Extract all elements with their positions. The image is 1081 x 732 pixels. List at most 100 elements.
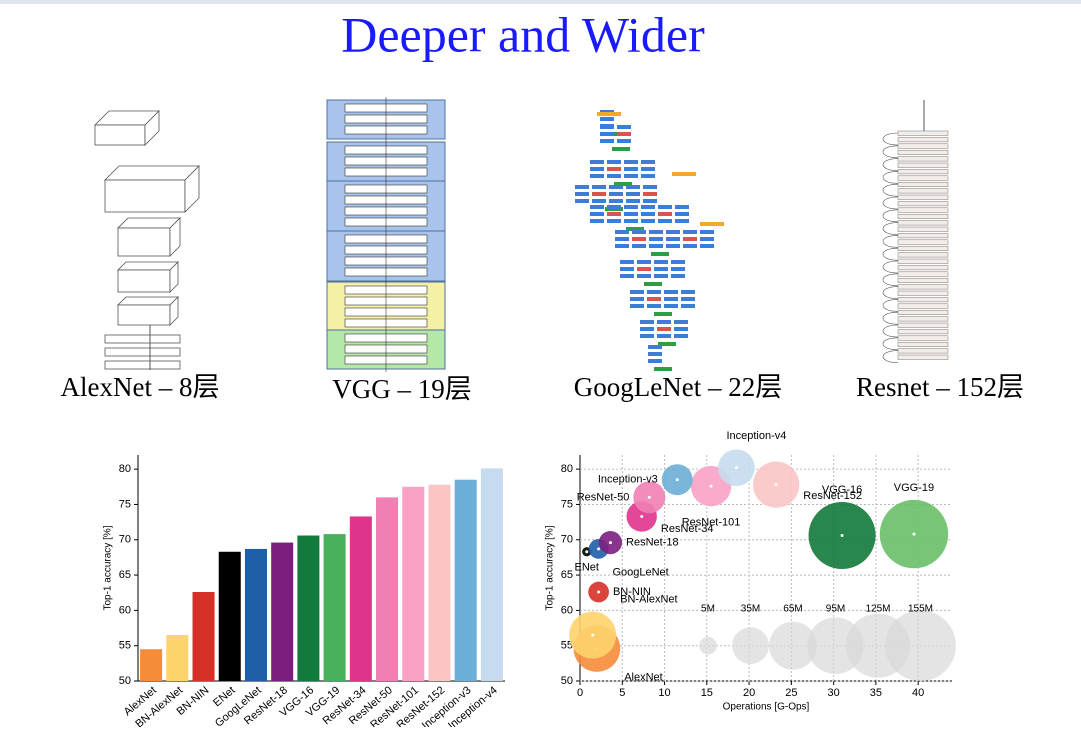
resnet-layer <box>897 290 949 296</box>
inception-layer <box>615 237 629 241</box>
bubble-center <box>774 483 778 487</box>
inception-layer <box>681 290 695 294</box>
bubble-label: ResNet-50 <box>577 491 630 503</box>
bubble-label: GoogLeNet <box>612 567 668 579</box>
inception-layer <box>641 205 655 209</box>
bar <box>428 484 451 681</box>
bubble-center <box>709 484 713 488</box>
resnet-skip <box>882 286 899 299</box>
size-legend-label: 65M <box>783 604 802 615</box>
inception-layer <box>600 139 614 143</box>
resnet-skip <box>882 158 899 171</box>
inception-layer <box>637 267 651 271</box>
inception-layer <box>657 334 671 338</box>
bar <box>192 592 215 681</box>
bubble-center <box>585 550 589 554</box>
inception-layer <box>575 192 589 196</box>
diagram-box <box>169 296 179 326</box>
inception-layer <box>592 199 606 203</box>
resnet-layer <box>897 277 949 283</box>
bar <box>140 649 163 681</box>
bar <box>244 548 267 681</box>
y-tick-label: 70 <box>119 534 131 546</box>
inception-layer <box>675 219 689 223</box>
inception-layer <box>620 260 634 264</box>
bar <box>323 534 346 681</box>
diagram-box <box>104 334 181 344</box>
bubble-label: Inception-v4 <box>726 430 786 442</box>
y-axis-label: Top-1 accuracy [%] <box>103 525 114 610</box>
diagram-box <box>169 261 179 293</box>
y-tick-label: 50 <box>561 675 573 687</box>
size-legend-bubble <box>699 636 717 655</box>
inception-layer <box>620 267 634 271</box>
inception-layer <box>671 267 685 271</box>
inception-layer <box>632 244 646 248</box>
bubble-label: Inception-v3 <box>598 474 658 486</box>
inception-layer <box>641 219 655 223</box>
inception-layer <box>654 274 668 278</box>
resnet-layer <box>897 309 949 315</box>
size-legend-bubble <box>885 610 956 682</box>
resnet-layer <box>897 316 949 322</box>
inception-layer <box>643 199 657 203</box>
bar <box>402 486 425 681</box>
y-axis-label: Top-1 accuracy [%] <box>545 525 556 610</box>
resnet-skip <box>882 324 899 338</box>
bubble-center <box>647 495 651 499</box>
inception-concat <box>651 252 669 256</box>
bar <box>349 516 372 681</box>
y-tick-label: 65 <box>119 569 131 581</box>
resnet-layer <box>897 303 949 309</box>
size-legend-bubble <box>769 621 817 670</box>
inception-layer <box>641 167 655 171</box>
resnet-layer <box>897 143 949 149</box>
inception-layer <box>649 244 663 248</box>
resnet-layer <box>897 162 949 168</box>
resnet-layer <box>897 233 949 239</box>
resnet-layer <box>897 348 949 354</box>
y-tick-label: 50 <box>119 675 131 687</box>
inception-layer <box>590 205 604 209</box>
bar <box>376 497 399 681</box>
inception-layer <box>640 334 654 338</box>
inception-layer <box>575 185 589 189</box>
inception-layer <box>681 297 695 301</box>
inception-concat <box>654 367 672 371</box>
inception-layer <box>615 230 629 234</box>
top-band <box>0 0 1081 4</box>
inception-layer <box>624 219 638 223</box>
resnet-skip <box>882 171 899 184</box>
diagram-box <box>104 360 181 370</box>
bubble-label: BN-AlexNet <box>620 594 677 606</box>
resnet-layer <box>897 137 949 143</box>
inception-concat <box>612 147 630 151</box>
inception-layer <box>700 230 714 234</box>
resnet-layer <box>897 322 949 328</box>
inception-layer <box>648 352 662 356</box>
inception-layer <box>666 230 680 234</box>
resnet-layer <box>897 220 949 226</box>
inception-concat <box>654 312 672 316</box>
inception-concat <box>658 342 676 346</box>
caption: Resnet – 152层 <box>856 372 1024 402</box>
inception-layer <box>643 185 657 189</box>
inception-layer <box>607 205 621 209</box>
inception-layer <box>600 125 614 129</box>
inception-layer <box>647 297 661 301</box>
inception-layer <box>600 132 614 136</box>
inception-concat <box>606 132 624 136</box>
inception-layer <box>607 160 621 164</box>
inception-layer <box>648 345 662 349</box>
bubble-label: ResNet-18 <box>626 536 679 548</box>
resnet-skip <box>882 311 899 325</box>
resnet-layer <box>897 245 949 251</box>
diagram-box <box>104 179 186 213</box>
inception-layer <box>648 359 662 363</box>
inception-layer <box>658 219 672 223</box>
bubble-label: ENet <box>575 562 599 574</box>
diagram-box <box>117 296 179 306</box>
bubble-label: AlexNet <box>624 672 663 684</box>
inception-layer <box>609 192 623 196</box>
bubble-center <box>597 590 601 594</box>
